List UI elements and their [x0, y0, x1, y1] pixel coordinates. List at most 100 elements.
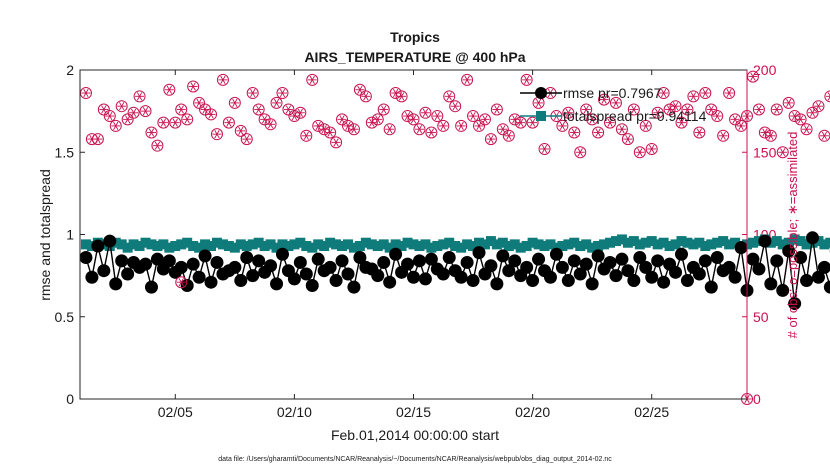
- y-axis-label-left: rmse and totalspread: [37, 169, 53, 301]
- obs-assimilated-point: [665, 105, 675, 114]
- y-tick-label: 1: [66, 227, 74, 243]
- rmse-point: [383, 275, 397, 289]
- rmse-point: [555, 260, 569, 274]
- rmse-point: [645, 270, 659, 284]
- totalspread-point: [325, 237, 336, 248]
- obs-assimilated-point: [129, 108, 139, 117]
- obs-assimilated-point: [760, 128, 770, 137]
- obs-assimilated-point: [313, 121, 323, 131]
- totalspread-point: [676, 236, 687, 247]
- obs-assimilated-point: [218, 75, 228, 84]
- rmse-point: [680, 274, 694, 288]
- rmse-point: [657, 275, 671, 289]
- obs-possible-point: [604, 116, 617, 129]
- rmse-point: [817, 260, 830, 274]
- obs-assimilated-point: [105, 111, 115, 121]
- rmse-point: [603, 255, 617, 269]
- totalspread-point: [616, 234, 627, 245]
- obs-possible-point: [782, 96, 795, 109]
- obs-possible-point: [461, 73, 474, 86]
- obs-possible-point: [139, 105, 152, 118]
- obs-possible-point: [806, 106, 819, 119]
- obs-assimilated-point: [152, 141, 162, 150]
- x-axis-label: Feb.01,2014 00:00:00 start: [331, 427, 499, 443]
- totalspread-point: [819, 239, 830, 250]
- obs-possible-point: [455, 119, 468, 132]
- obs-assimilated-point: [492, 105, 502, 114]
- totalspread-point: [241, 241, 252, 252]
- obs-assimilated-point: [808, 108, 818, 117]
- obs-possible-point: [294, 106, 307, 119]
- obs-assimilated-point: [819, 131, 829, 140]
- obs-assimilated-point: [403, 111, 413, 121]
- totalspread-point: [295, 237, 306, 248]
- rmse-point: [579, 257, 593, 271]
- obs-assimilated-point: [557, 121, 567, 131]
- obs-assimilated-point: [641, 121, 651, 131]
- totalspread-point: [438, 239, 449, 250]
- rmse-point: [204, 275, 218, 289]
- rmse-point: [502, 264, 516, 278]
- totalspread-point: [795, 236, 806, 247]
- obs-assimilated-point: [93, 134, 103, 144]
- rmse-point: [567, 254, 581, 268]
- obs-possible-point: [246, 87, 259, 100]
- totalspread-point: [688, 239, 699, 250]
- rmse-point: [97, 264, 111, 278]
- obs-assimilated-point: [575, 148, 585, 157]
- rmse-point: [79, 251, 93, 265]
- totalspread-point: [485, 236, 496, 247]
- totalspread-point: [229, 242, 240, 253]
- totalspread-point: [825, 237, 830, 248]
- obs-possible-point: [341, 119, 354, 132]
- obs-assimilated-point: [748, 72, 758, 81]
- totalspread-point: [521, 241, 532, 252]
- obs-possible-point: [330, 136, 343, 149]
- obs-assimilated-point: [450, 102, 460, 111]
- totalspread-point: [724, 239, 735, 250]
- obs-possible-point: [538, 142, 551, 155]
- obs-assimilated-point: [498, 125, 508, 134]
- y-right-tick-label: 0: [753, 391, 761, 407]
- obs-possible-point: [473, 119, 486, 132]
- obs-possible-point: [347, 123, 360, 136]
- rmse-point: [573, 267, 587, 281]
- obs-assimilated-point: [373, 115, 383, 124]
- y-tick-label: 0: [66, 391, 74, 407]
- obs-possible-point: [115, 100, 128, 113]
- obs-possible-point: [133, 90, 146, 103]
- obs-assimilated-point: [676, 118, 686, 127]
- obs-possible-point: [752, 103, 765, 116]
- obs-assimilated-point: [510, 115, 520, 124]
- totalspread-point: [664, 241, 675, 252]
- rmse-point: [794, 251, 808, 265]
- obs-possible-point: [669, 100, 682, 113]
- obs-possible-point: [151, 139, 164, 152]
- totalspread-point: [80, 239, 91, 250]
- obs-assimilated-point: [283, 105, 293, 114]
- totalspread-point: [414, 241, 425, 252]
- rmse-point: [710, 251, 724, 265]
- rmse-point: [186, 257, 200, 271]
- totalspread-point: [622, 237, 633, 248]
- rmse-point: [639, 260, 653, 274]
- totalspread-point: [265, 239, 276, 250]
- totalspread-point: [319, 241, 330, 252]
- rmse-point: [633, 251, 647, 265]
- totalspread-point: [426, 242, 437, 253]
- obs-possible-point: [598, 93, 611, 106]
- legend-spread-label: totalspread pr=0.94114: [563, 108, 707, 124]
- rmse-point: [454, 270, 468, 284]
- obs-assimilated-point: [647, 144, 657, 154]
- obs-possible-point: [169, 116, 182, 129]
- series-obs-assimilated: [81, 72, 830, 157]
- rmse-point: [329, 274, 343, 288]
- obs-possible-point: [222, 116, 235, 129]
- totalspread-point: [444, 237, 455, 248]
- obs-assimilated-point: [135, 92, 145, 101]
- obs-possible-point: [764, 129, 777, 142]
- obs-assimilated-point: [540, 144, 550, 154]
- totalspread-point: [515, 242, 526, 253]
- obs-assimilated-point: [242, 134, 252, 144]
